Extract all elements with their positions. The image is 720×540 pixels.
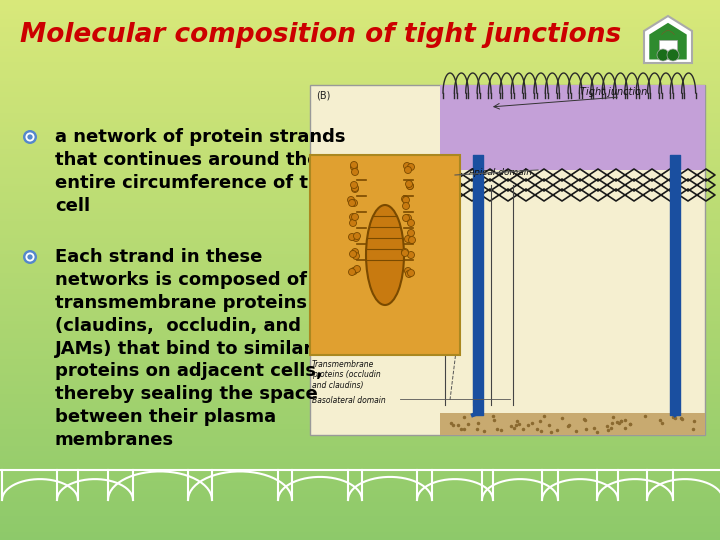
Circle shape <box>667 49 679 61</box>
Ellipse shape <box>366 205 404 305</box>
Circle shape <box>405 166 412 173</box>
Circle shape <box>351 199 358 206</box>
FancyBboxPatch shape <box>310 155 460 355</box>
Circle shape <box>408 230 415 237</box>
Circle shape <box>657 49 669 61</box>
Circle shape <box>23 130 37 144</box>
Circle shape <box>405 267 412 274</box>
Circle shape <box>408 252 415 259</box>
Circle shape <box>351 213 359 220</box>
Circle shape <box>408 237 415 244</box>
Circle shape <box>408 269 415 276</box>
Circle shape <box>351 267 358 274</box>
Circle shape <box>351 168 359 176</box>
FancyBboxPatch shape <box>440 413 705 435</box>
Text: Tight junction: Tight junction <box>580 87 647 97</box>
Circle shape <box>351 181 358 188</box>
FancyBboxPatch shape <box>659 40 677 52</box>
FancyBboxPatch shape <box>310 85 705 435</box>
Circle shape <box>408 164 415 171</box>
Text: (B): (B) <box>316 91 330 101</box>
Circle shape <box>27 134 32 140</box>
Circle shape <box>405 235 412 242</box>
Polygon shape <box>644 16 692 63</box>
Text: a network of protein strands
that continues around the
entire circumference of t: a network of protein strands that contin… <box>55 128 346 215</box>
Circle shape <box>403 163 410 170</box>
Circle shape <box>405 271 413 278</box>
Circle shape <box>25 252 35 261</box>
Polygon shape <box>649 23 687 59</box>
FancyArrowPatch shape <box>662 30 675 35</box>
Circle shape <box>354 233 361 240</box>
Circle shape <box>351 185 359 192</box>
Circle shape <box>348 197 354 204</box>
Circle shape <box>349 213 356 220</box>
Circle shape <box>348 233 356 240</box>
Circle shape <box>348 199 356 206</box>
Circle shape <box>351 161 358 168</box>
Circle shape <box>402 197 410 204</box>
Circle shape <box>27 254 32 260</box>
FancyBboxPatch shape <box>440 85 705 170</box>
Text: Each strand in these
networks is composed of
transmembrane proteins
(claudins,  : Each strand in these networks is compose… <box>55 248 323 449</box>
Circle shape <box>402 195 408 202</box>
Text: Apical domain: Apical domain <box>468 168 532 177</box>
Text: Molecular composition of tight junctions: Molecular composition of tight junctions <box>20 22 621 48</box>
Circle shape <box>351 248 359 255</box>
Circle shape <box>407 183 413 190</box>
Circle shape <box>349 251 356 258</box>
Circle shape <box>351 164 358 171</box>
Circle shape <box>405 180 413 187</box>
Text: Transmembrane
proteins (occludin
and claudins): Transmembrane proteins (occludin and cla… <box>312 360 381 390</box>
Circle shape <box>353 253 359 260</box>
Circle shape <box>348 268 356 275</box>
Circle shape <box>23 250 37 264</box>
Circle shape <box>402 214 410 221</box>
Circle shape <box>405 214 412 221</box>
Text: Basolateral domain: Basolateral domain <box>312 396 386 405</box>
Circle shape <box>349 219 356 226</box>
Circle shape <box>402 249 408 256</box>
Circle shape <box>407 183 413 190</box>
Circle shape <box>354 266 361 273</box>
Circle shape <box>408 219 415 226</box>
Circle shape <box>351 186 359 192</box>
Circle shape <box>25 132 35 141</box>
Circle shape <box>402 202 410 210</box>
Circle shape <box>353 234 359 241</box>
Circle shape <box>402 248 408 255</box>
